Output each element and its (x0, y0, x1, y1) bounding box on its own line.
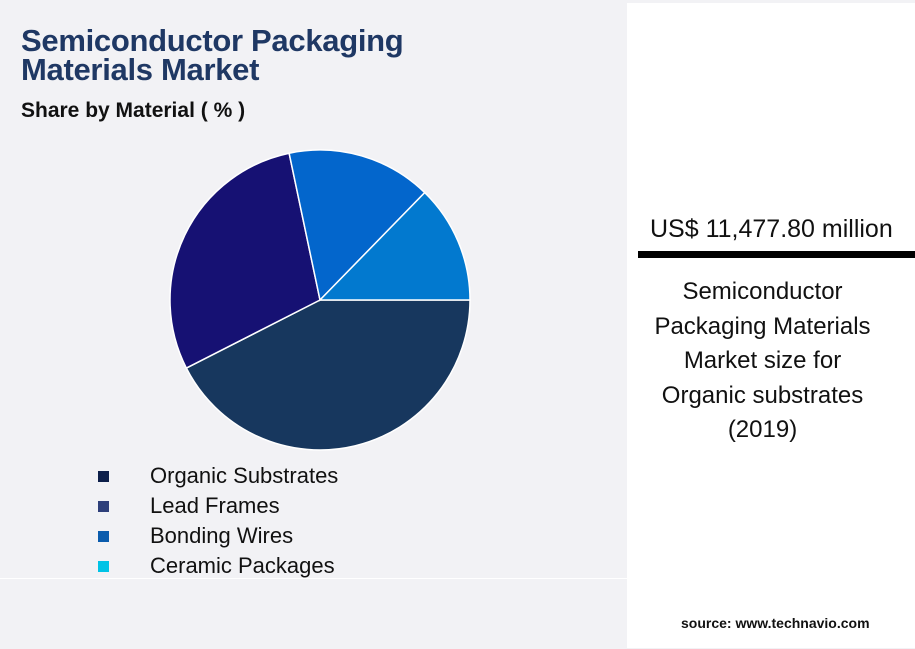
chart-title: Semiconductor Packaging Materials Market (21, 23, 404, 87)
title-line-2: Materials Market (21, 52, 260, 87)
divider-bar (638, 251, 915, 258)
legend-item: Ceramic Packages (98, 551, 338, 581)
market-value: US$ 11,477.80 million (650, 215, 893, 243)
pie-slice-lead-frames (169, 152, 321, 370)
legend-swatch (98, 560, 109, 572)
legend-item: Bonding Wires (98, 521, 338, 551)
legend-label: Organic Substrates (150, 463, 339, 488)
legend-item: Lead Frames (98, 491, 338, 521)
legend-label: Bonding Wires (150, 523, 294, 548)
legend-item: Organic Substrates (98, 461, 338, 491)
legend-swatch (98, 470, 109, 482)
legend: Organic Substrates Lead Frames Bonding Wir… (98, 461, 338, 581)
market-description: Semiconductor Packaging Materials Market… (654, 278, 871, 443)
chart-subtitle: Share by Material ( % ) (21, 99, 246, 122)
pie-slice-bonding-wires (288, 149, 426, 302)
legend-swatch (98, 530, 109, 542)
pie-slice-ceramic-packages (318, 191, 471, 301)
source-text: source: www.technavio.com (681, 615, 870, 631)
pie-chart (169, 149, 471, 451)
title-line-1: Semiconductor Packaging (21, 23, 404, 58)
pie-slice-organic-substrates (185, 299, 471, 451)
stat-panel (627, 3, 915, 648)
legend-label: Ceramic Packages (150, 553, 335, 578)
legend-label: Lead Frames (150, 493, 280, 518)
lower-band (0, 578, 627, 649)
legend-swatch (98, 500, 109, 512)
